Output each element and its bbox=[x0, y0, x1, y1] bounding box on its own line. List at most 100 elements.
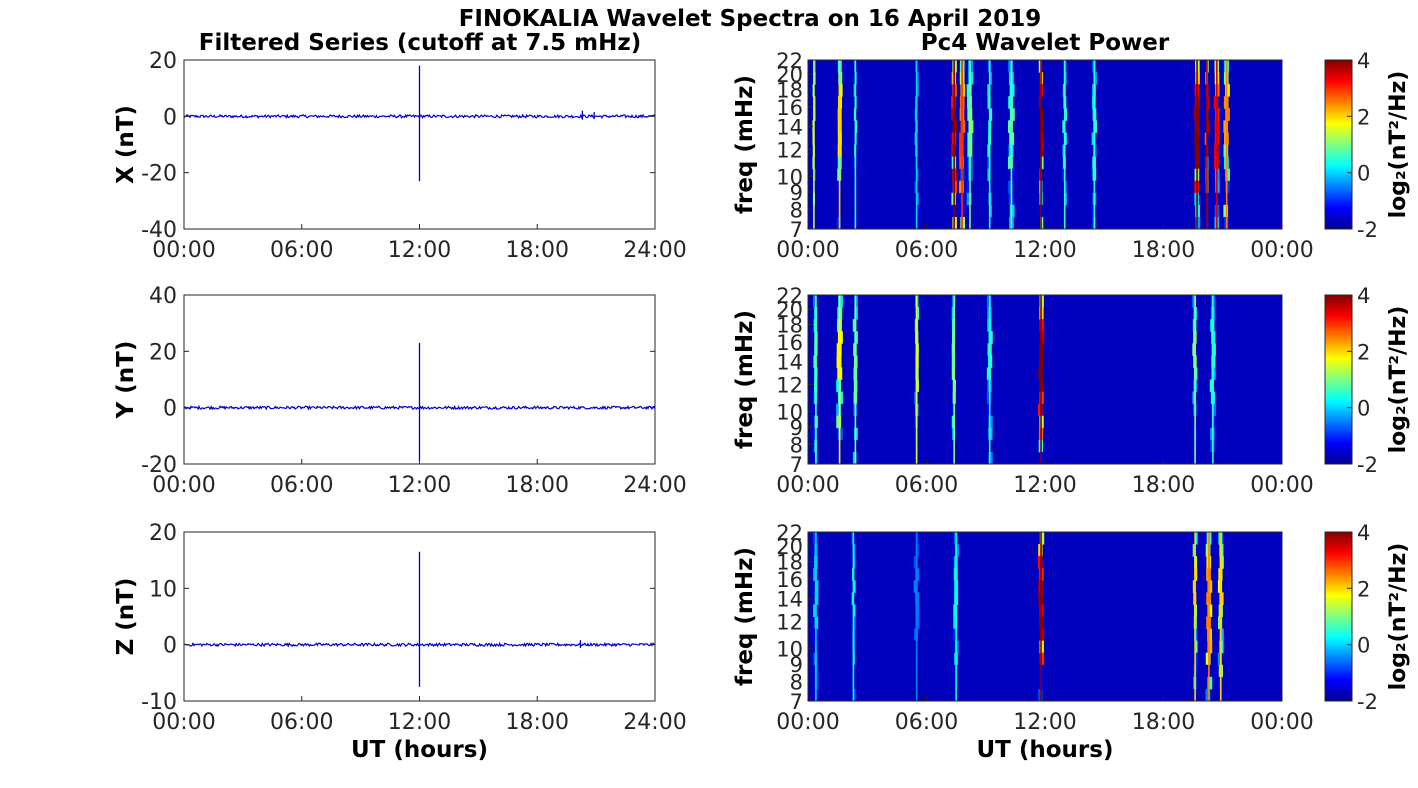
power-streak bbox=[913, 556, 918, 569]
power-streak bbox=[1213, 96, 1219, 109]
colorbar-gradient bbox=[1324, 294, 1353, 465]
power-streak bbox=[838, 295, 844, 308]
y-tick-label: 0 bbox=[163, 105, 177, 130]
x-tick-label: 12:00 bbox=[1013, 473, 1076, 498]
colorbar-tick-label: 2 bbox=[1357, 340, 1370, 364]
x-tick-label: 06:00 bbox=[895, 710, 958, 735]
power-streak bbox=[838, 84, 843, 97]
power-streak bbox=[1093, 72, 1098, 85]
y-tick-label: 22 bbox=[776, 284, 803, 308]
power-streak bbox=[853, 616, 856, 630]
x-tick-label: 18:00 bbox=[506, 238, 569, 263]
power-ridge bbox=[838, 295, 841, 464]
power-ridge bbox=[1196, 60, 1198, 229]
power-streak bbox=[854, 439, 859, 453]
y-axis-label: Y (nT) bbox=[113, 341, 139, 420]
x-tick-label: 06:00 bbox=[270, 710, 333, 735]
power-ridge bbox=[838, 60, 841, 229]
power-ridge bbox=[813, 60, 815, 229]
x-tick-label: 24:00 bbox=[623, 710, 686, 735]
power-streak bbox=[1205, 544, 1211, 557]
colorbar-tick-label: -2 bbox=[1357, 218, 1378, 242]
power-streak bbox=[1205, 664, 1211, 678]
y-tick-label: 10 bbox=[776, 637, 803, 661]
colorbar-tick-label: -2 bbox=[1357, 690, 1378, 714]
x-tick-label: 24:00 bbox=[623, 238, 686, 263]
power-ridge bbox=[1010, 60, 1013, 229]
x-tick-label: 24:00 bbox=[623, 473, 686, 498]
power-streak bbox=[1040, 132, 1044, 145]
power-streak bbox=[914, 439, 918, 453]
power-ridge bbox=[815, 532, 817, 701]
y-axis-label: freq (mHz) bbox=[732, 75, 758, 214]
power-streak bbox=[1040, 120, 1044, 133]
power-streak bbox=[988, 451, 993, 465]
power-ridge bbox=[1219, 532, 1222, 701]
power-ridge bbox=[961, 60, 963, 229]
power-ridge bbox=[854, 295, 857, 464]
power-ridge bbox=[1208, 532, 1210, 701]
y-tick-label: 10 bbox=[776, 400, 803, 424]
y-tick-label: 22 bbox=[776, 521, 803, 545]
power-streak bbox=[988, 331, 993, 344]
power-streak bbox=[1195, 216, 1201, 230]
y-tick-label: 14 bbox=[776, 351, 803, 375]
power-streak bbox=[953, 604, 958, 617]
y-tick-label: 8 bbox=[790, 433, 803, 457]
power-ridge bbox=[915, 295, 918, 464]
y-tick-label: 16 bbox=[776, 568, 803, 592]
power-streak bbox=[1009, 108, 1015, 121]
power-ridge bbox=[988, 295, 991, 464]
x-tick-label: 12:00 bbox=[388, 710, 451, 735]
y-tick-label: 12 bbox=[776, 610, 803, 634]
power-ridge bbox=[1093, 60, 1096, 229]
x-tick-label: 18:00 bbox=[1132, 473, 1195, 498]
y-tick-label: -20 bbox=[141, 162, 177, 187]
power-ridge bbox=[1206, 60, 1208, 229]
power-streak bbox=[1219, 556, 1224, 569]
power-streak bbox=[1062, 120, 1066, 133]
y-tick-label: 14 bbox=[776, 116, 803, 140]
power-streak bbox=[813, 295, 817, 308]
right-column-title: Pc4 Wavelet Power bbox=[921, 30, 1170, 56]
y-tick-label: 9 bbox=[790, 653, 803, 677]
power-streak bbox=[960, 120, 966, 133]
power-streak bbox=[913, 580, 918, 593]
power-streak bbox=[1038, 403, 1043, 417]
y-tick-label: 8 bbox=[790, 198, 803, 222]
power-ridge bbox=[1040, 532, 1042, 701]
y-tick-label: 18 bbox=[776, 314, 803, 338]
colorbar-tick-label: 4 bbox=[1357, 521, 1370, 545]
y-tick-label: 0 bbox=[163, 634, 177, 659]
power-streak bbox=[812, 216, 815, 230]
power-streak bbox=[853, 604, 856, 617]
y-tick-label: 7 bbox=[790, 218, 803, 242]
colorbar-tick-label: 0 bbox=[1357, 162, 1370, 186]
x-tick-label: 00:00 bbox=[152, 238, 215, 263]
power-streak bbox=[1223, 120, 1229, 133]
x-tick-label: 00:00 bbox=[1250, 238, 1313, 263]
power-ridge bbox=[953, 295, 955, 464]
y-tick-label: 20 bbox=[149, 521, 177, 546]
y-axis-label: freq (mHz) bbox=[732, 310, 758, 449]
power-streak bbox=[968, 120, 974, 133]
power-streak bbox=[1194, 640, 1198, 654]
power-streak bbox=[953, 616, 958, 630]
power-ridge bbox=[815, 295, 817, 464]
power-streak bbox=[1194, 532, 1198, 545]
power-streak bbox=[813, 604, 817, 617]
colorbar-tick-label: 4 bbox=[1357, 49, 1370, 73]
power-streak bbox=[836, 379, 842, 393]
y-tick-label: 18 bbox=[776, 79, 803, 103]
power-streak bbox=[1192, 688, 1196, 702]
y-tick-label: 20 bbox=[776, 63, 803, 87]
colorbar-tick-label: 0 bbox=[1357, 634, 1370, 658]
y-tick-label: 12 bbox=[776, 138, 803, 162]
colorbar-label: log₂(nT²/Hz) bbox=[1386, 71, 1411, 219]
colorbar: 4 2 0 -2 log₂(nT²/Hz) bbox=[1324, 284, 1411, 477]
power-streak bbox=[1211, 451, 1216, 465]
power-streak bbox=[968, 216, 974, 230]
x-tick-label: 18:00 bbox=[506, 473, 569, 498]
